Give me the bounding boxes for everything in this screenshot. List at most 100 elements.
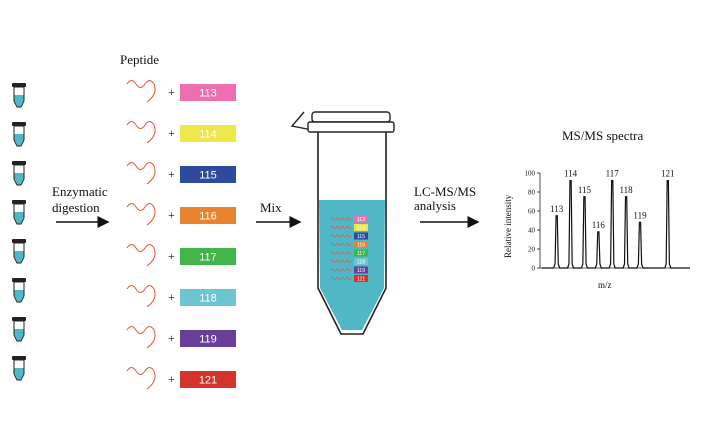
peptide-wave — [126, 203, 156, 226]
sample-tube — [12, 239, 26, 264]
tube-peptide-mix: 113 114 115 116 117 118 119 121 — [330, 215, 368, 282]
plus-sign: + — [168, 249, 175, 263]
plus-sign: + — [168, 208, 175, 222]
y-tick-label: 0 — [532, 265, 536, 273]
isobaric-tag — [180, 166, 236, 183]
analysis-label: analysis — [414, 198, 456, 213]
y-tick-label: 40 — [528, 227, 536, 235]
tube-liquid — [319, 200, 385, 330]
mini-tag — [354, 275, 368, 282]
sample-tube — [12, 122, 26, 147]
mini-tag-label: 119 — [357, 268, 365, 274]
x-axis-label: m/z — [598, 280, 612, 290]
isobaric-tag — [180, 125, 236, 142]
peptide-wave — [126, 162, 156, 185]
mix-label: Mix — [260, 200, 282, 215]
peak-label: 117 — [606, 169, 620, 179]
mixed-peptide: 115 — [330, 232, 368, 240]
tube-rim — [307, 121, 395, 133]
plus-sign: + — [168, 167, 175, 181]
tag-label: 117 — [199, 252, 217, 264]
tube-cap — [311, 111, 391, 123]
peptide-wave — [126, 244, 156, 267]
peptide-row: +116 — [126, 203, 236, 226]
digestion-label: digestion — [52, 200, 100, 215]
plus-sign: + — [168, 372, 175, 386]
mini-tag — [354, 241, 368, 248]
mini-tag-label: 114 — [357, 225, 365, 231]
peak-label: 115 — [578, 185, 592, 195]
y-tick-label: 100 — [525, 170, 536, 178]
peptide-row: +121 — [126, 367, 236, 390]
tag-label: 119 — [199, 334, 217, 346]
mini-tag-label: 121 — [357, 276, 366, 282]
mini-tag-label: 115 — [357, 234, 365, 240]
peak-label: 114 — [564, 169, 578, 179]
isobaric-tag — [180, 248, 236, 265]
mixed-peptide: 121 — [330, 275, 368, 282]
peptide-wave — [126, 285, 156, 308]
isobaric-tag — [180, 330, 236, 347]
mini-tag-label: 113 — [357, 217, 365, 223]
y-axis-label: Relative intensity — [503, 194, 513, 258]
mixed-peptide: 113 — [330, 215, 368, 223]
y-tick-label: 60 — [528, 208, 536, 216]
enzymatic-label: Enzymatic — [52, 184, 108, 199]
peptide-row: +114 — [126, 121, 236, 144]
peak-label: 119 — [633, 210, 647, 220]
tag-label: 121 — [199, 375, 217, 387]
tube-cap-hinge — [290, 111, 313, 131]
peak-label: 121 — [661, 169, 675, 179]
sample-tube — [12, 356, 26, 381]
sample-tube — [12, 161, 26, 186]
tag-label: 116 — [199, 211, 217, 223]
isobaric-tag — [180, 371, 236, 388]
mini-tag-label: 118 — [357, 259, 365, 265]
mixed-peptide: 117 — [330, 249, 368, 257]
mixed-peptide: 119 — [330, 266, 368, 274]
lcms-label: LC-MS/MS — [414, 184, 476, 199]
plus-sign: + — [168, 85, 175, 99]
peptide-wave — [126, 367, 156, 390]
isobaric-tag — [180, 289, 236, 306]
mixing-tube: 113 114 115 116 117 118 119 121 — [290, 111, 395, 335]
peak-label: 118 — [620, 185, 634, 195]
tag-label: 114 — [199, 129, 217, 141]
spectrum-trace — [542, 180, 690, 269]
tag-label: 113 — [199, 88, 217, 100]
sample-tube — [12, 317, 26, 342]
peptide-row: +113 — [126, 80, 236, 103]
peptide-rows: +113+ 114+ 115+ 116+ 117+ 118+ 119+ 121 — [126, 80, 236, 390]
peptide-wave — [126, 326, 156, 349]
plus-sign: + — [168, 290, 175, 304]
mixed-peptide: 116 — [330, 241, 368, 248]
tag-label: 115 — [199, 170, 217, 182]
mini-tag — [354, 249, 368, 257]
peak-label: 116 — [592, 220, 606, 230]
sample-tube — [12, 83, 26, 108]
peptide-wave — [126, 121, 156, 144]
mini-tag — [354, 215, 368, 223]
sample-tube — [12, 200, 26, 225]
mini-tag — [354, 258, 368, 265]
peptide-row: +117 — [126, 244, 236, 267]
mixed-peptide: 114 — [330, 224, 368, 231]
tube-body — [317, 132, 387, 335]
isobaric-tag — [180, 84, 236, 101]
peptide-row: +115 — [126, 162, 236, 185]
mini-tag-label: 117 — [357, 251, 365, 257]
mini-tag — [354, 266, 368, 274]
y-axis: 0 20 40 60 80 100 — [525, 170, 541, 273]
plus-sign: + — [168, 126, 175, 140]
peptide-row: +118 — [126, 285, 236, 308]
y-tick-label: 80 — [528, 189, 536, 197]
y-tick-label: 20 — [528, 246, 536, 254]
mini-tag — [354, 224, 368, 231]
spectra-title: MS/MS spectra — [562, 128, 643, 143]
peptide-row: +119 — [126, 326, 236, 349]
sample-tube — [12, 278, 26, 303]
